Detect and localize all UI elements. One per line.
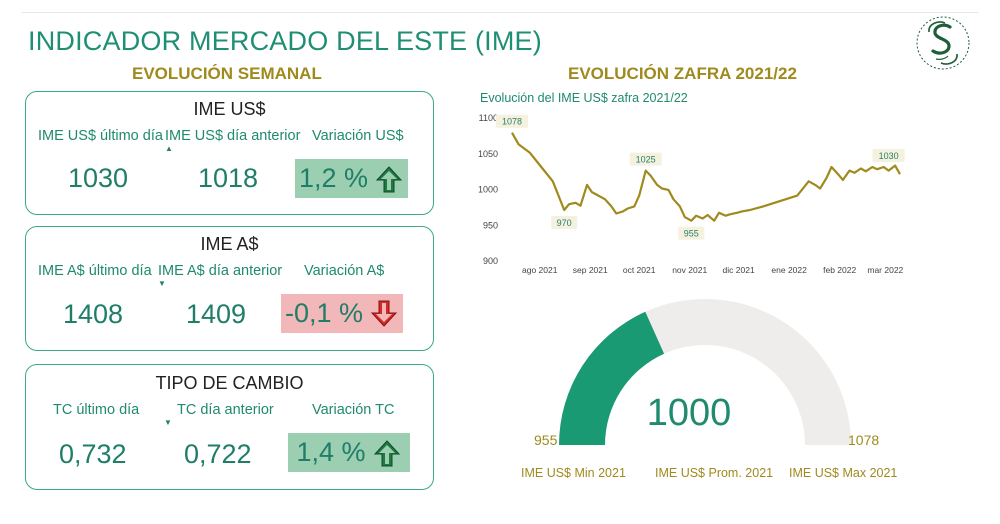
ime-usd-variation-badge: 1,2 % [295,159,408,198]
ime-usd-last-label: IME US$ último día [38,128,163,144]
ime-line-chart: 900 950 1000 1050 1100 ago 2021 sep 2021 oct 20… [478,113,905,275]
ime-usd-prev-label: IME US$ día anterior [165,128,301,144]
x-tick-label: ago 2021 [522,265,558,275]
gauge-max-label: IME US$ Max 2021 [789,466,898,480]
tc-last-label: TC último día [53,402,140,418]
tc-card: TIPO DE CAMBIO TC último día TC día ante… [25,364,434,490]
sort-down-icon[interactable]: ▼ [164,418,172,427]
ime-ars-var-label: Variación A$ [304,263,385,279]
x-tick-label: feb 2022 [823,265,856,275]
ime-ars-card-title: IME A$ [200,234,259,254]
x-tick-label: dic 2021 [723,265,755,275]
gauge-min-label: IME US$ Min 2021 [521,466,626,480]
ime-usd-card: IME US$ IME US$ último día IME US$ día a… [25,91,434,215]
sort-down-icon[interactable]: ▼ [158,279,166,288]
gauge-max-value: 1078 [848,432,880,448]
x-tick-label: nov 2021 [672,265,707,275]
data-label: 970 [551,215,578,229]
ime-ars-last-label: IME A$ último día [38,263,152,279]
data-label: 1025 [629,152,662,166]
ime-usd-card-title: IME US$ [193,99,266,119]
svg-text:1025: 1025 [636,155,656,165]
arrow-down-icon [370,300,398,327]
y-tick-label: 1050 [478,149,498,159]
ime-ars-prev-value: 1409 [186,299,247,329]
tc-card-title: TIPO DE CAMBIO [155,373,304,393]
ime-series-line [511,132,901,222]
header-divider [22,12,978,13]
gauge-min-value: 955 [534,432,558,448]
data-label: 955 [678,226,705,240]
y-tick-label: 900 [483,256,498,266]
ime-ars-last-value: 1408 [63,299,124,329]
ime-usd-var-label: Variación US$ [312,128,404,144]
gauge-avg-label: IME US$ Prom. 2021 [655,466,774,480]
harvest-section-title: EVOLUCIÓN ZAFRA 2021/22 [568,64,797,83]
y-tick-label: 1100 [479,113,498,123]
sort-up-icon[interactable]: ▲ [165,144,173,153]
ime-ars-prev-label: IME A$ día anterior [158,263,283,279]
gauge-fill [559,311,665,445]
tc-variation-badge: 1,4 % [288,433,410,472]
svg-text:1030: 1030 [879,151,899,161]
tc-variation-value: 1,4 % [296,437,366,467]
y-tick-label: 1000 [478,185,498,195]
svg-text:955: 955 [684,229,699,239]
tc-prev-label: TC día anterior [177,402,274,418]
ime-gauge-chart [559,299,851,445]
y-tick-label: 950 [483,220,498,230]
tc-prev-value: 0,722 [184,439,252,469]
svg-text:1078: 1078 [502,117,522,127]
gauge-value: 1000 [646,392,732,434]
tc-last-value: 0,732 [59,439,127,469]
weekly-section-title: EVOLUCIÓN SEMANAL [132,64,322,83]
ime-usd-prev-value: 1018 [198,163,259,193]
ime-ars-variation-value: -0,1 % [284,298,364,328]
sul-logo-icon [916,16,970,70]
data-label: 1078 [496,114,528,128]
ime-ars-card: IME A$ IME A$ último día IME A$ día ante… [25,226,434,351]
line-chart-title: Evolución del IME US$ zafra 2021/22 [480,91,688,105]
x-tick-label: oct 2021 [623,265,656,275]
arrow-up-icon [375,165,403,192]
tc-var-label: Variación TC [312,402,395,418]
x-tick-label: mar 2022 [867,265,903,275]
ime-usd-last-value: 1030 [68,163,129,193]
arrow-up-icon [373,439,400,466]
ime-usd-variation-value: 1,2 % [298,163,369,193]
x-tick-label: ene 2022 [771,265,807,275]
data-label: 1030 [872,149,905,163]
svg-text:970: 970 [557,218,572,228]
ime-ars-variation-badge: -0,1 % [281,294,403,333]
x-tick-label: sep 2021 [573,265,608,275]
page-title: INDICADOR MERCADO DEL ESTE (IME) [28,26,542,56]
